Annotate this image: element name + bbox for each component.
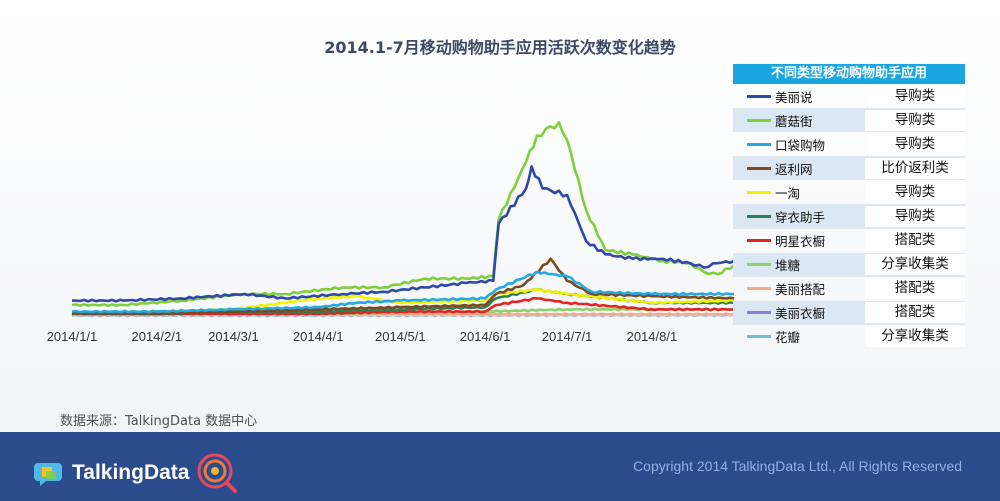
legend-swatch bbox=[747, 335, 771, 339]
chart-title: 2014.1-7月移动购物助手应用活跃次数变化趋势 bbox=[324, 38, 676, 57]
data-source-note: 数据来源：TalkingData 数据中心 bbox=[60, 414, 258, 429]
legend-swatch bbox=[747, 118, 771, 122]
x-tick-label: 2014/8/1 bbox=[627, 329, 678, 344]
legend-series-category: 分享收集类 bbox=[865, 326, 965, 348]
legend-series-name: 花瓣 bbox=[775, 330, 801, 346]
legend-series-category: 导购类 bbox=[865, 181, 965, 203]
legend-series-name: 一淘 bbox=[775, 185, 801, 201]
legend-series-name: 蘑菇街 bbox=[775, 113, 813, 129]
legend: 不同类型移动购物助手应用 美丽说 导购类 蘑菇街 导购类 口袋购物 导购类 返利网 比价返利类… bbox=[733, 64, 965, 349]
legend-series-category: 导购类 bbox=[865, 85, 965, 107]
legend-series-category: 导购类 bbox=[865, 206, 965, 228]
series-line-口袋购物 bbox=[71, 270, 735, 314]
x-tick-label: 2014/1/1 bbox=[47, 329, 98, 344]
legend-series-category: 搭配类 bbox=[865, 230, 965, 252]
legend-swatch bbox=[747, 142, 771, 146]
series-line-返利网 bbox=[71, 257, 735, 316]
legend-rows: 美丽说 导购类 蘑菇街 导购类 口袋购物 导购类 返利网 比价返利类 一淘 导购类 穿衣助手 导购类明… bbox=[733, 84, 965, 349]
legend-item: 美丽搭配 搭配类 bbox=[733, 277, 965, 301]
legend-item: 明星衣橱 搭配类 bbox=[733, 229, 965, 253]
legend-swatch bbox=[747, 263, 771, 267]
legend-header: 不同类型移动购物助手应用 bbox=[733, 64, 965, 84]
legend-series-name: 美丽衣橱 bbox=[775, 306, 826, 322]
legend-series-name: 明星衣橱 bbox=[775, 234, 826, 250]
chart-plot: 2014/1/1 2014/2/1 2014/3/1 2014/4/1 2014/5/1… bbox=[47, 121, 735, 344]
legend-item: 美丽说 导购类 bbox=[733, 84, 965, 108]
legend-item: 一淘 导购类 bbox=[733, 180, 965, 204]
brand-logo: TalkingData bbox=[34, 451, 239, 495]
legend-series-category: 导购类 bbox=[865, 133, 965, 155]
copyright-text: Copyright 2014 TalkingData Ltd., All Rig… bbox=[633, 458, 962, 474]
x-tick-label: 2014/4/1 bbox=[293, 329, 344, 344]
series-line-美丽说 bbox=[72, 165, 735, 303]
x-tick-label: 2014/2/1 bbox=[131, 329, 182, 344]
legend-series-name: 穿衣助手 bbox=[775, 210, 826, 226]
legend-series-category: 分享收集类 bbox=[865, 254, 965, 276]
legend-swatch bbox=[747, 239, 771, 243]
legend-swatch bbox=[747, 287, 771, 291]
legend-series-category: 搭配类 bbox=[865, 278, 965, 300]
x-tick-label: 2014/6/1 bbox=[460, 329, 511, 344]
legend-item: 堆糖 分享收集类 bbox=[733, 252, 965, 277]
x-tick-label: 2014/7/1 bbox=[542, 329, 593, 344]
legend-item: 返利网 比价返利类 bbox=[733, 156, 965, 181]
x-tick-label: 2014/3/1 bbox=[208, 329, 259, 344]
spiral-lens-icon bbox=[197, 453, 238, 493]
legend-series-name: 返利网 bbox=[775, 161, 813, 177]
legend-series-name: 口袋购物 bbox=[775, 137, 826, 153]
x-tick-layer: 2014/1/1 2014/2/1 2014/3/1 2014/4/1 2014/5/1… bbox=[47, 329, 678, 344]
brand-name: TalkingData bbox=[72, 461, 190, 484]
talkingdata-bubble-icon bbox=[34, 463, 62, 486]
legend-series-name: 堆糖 bbox=[775, 258, 801, 274]
legend-item: 口袋购物 导购类 bbox=[733, 132, 965, 156]
legend-series-name: 美丽说 bbox=[775, 89, 813, 105]
legend-swatch bbox=[747, 190, 771, 194]
series-layer bbox=[71, 121, 735, 318]
legend-item: 美丽衣橱 搭配类 bbox=[733, 300, 965, 325]
footer-bar bbox=[0, 432, 1000, 501]
legend-series-category: 导购类 bbox=[865, 109, 965, 131]
legend-swatch bbox=[747, 166, 771, 170]
legend-swatch bbox=[747, 215, 771, 219]
legend-series-category: 搭配类 bbox=[865, 302, 965, 324]
legend-swatch bbox=[747, 311, 771, 315]
legend-series-name: 美丽搭配 bbox=[775, 282, 826, 298]
legend-item: 花瓣 分享收集类 bbox=[733, 325, 965, 349]
legend-item: 穿衣助手 导购类 bbox=[733, 204, 965, 229]
series-line-蘑菇街 bbox=[71, 121, 735, 308]
legend-item: 蘑菇街 导购类 bbox=[733, 108, 965, 133]
x-tick-label: 2014/5/1 bbox=[375, 329, 426, 344]
legend-series-category: 比价返利类 bbox=[865, 157, 965, 179]
legend-swatch bbox=[747, 94, 771, 98]
